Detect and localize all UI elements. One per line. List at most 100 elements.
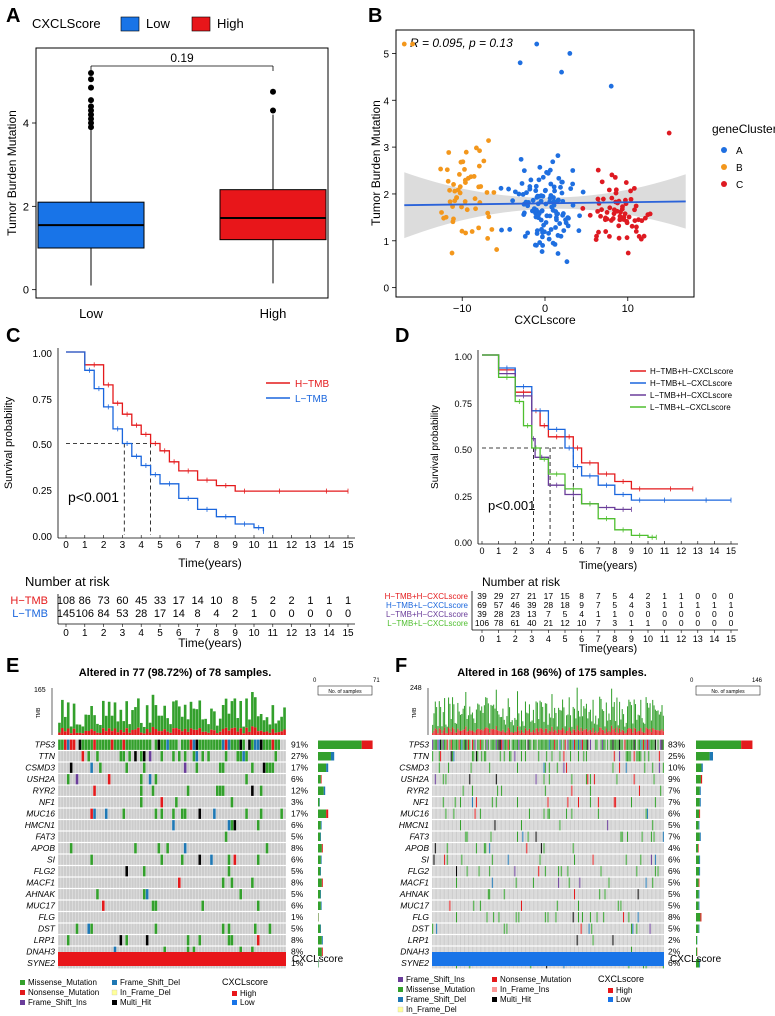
empty-cell (69, 831, 73, 842)
empty-cell (262, 843, 266, 854)
empty-cell (90, 843, 93, 854)
empty-cell (662, 820, 664, 831)
empty-cell (523, 854, 525, 865)
nsamples-max-e: 71 (373, 678, 380, 684)
empty-cell (605, 854, 607, 865)
empty-cell (154, 785, 158, 796)
empty-cell (457, 808, 459, 819)
empty-cell (440, 785, 442, 796)
empty-cell (542, 785, 544, 796)
empty-cell (72, 923, 76, 934)
empty-cell (650, 866, 652, 877)
empty-cell (248, 751, 251, 762)
empty-cell (482, 866, 484, 877)
tmb-bar-missense (653, 705, 655, 730)
empty-cell (617, 808, 619, 819)
empty-cell (546, 785, 548, 796)
point-cluster-a (519, 181, 525, 186)
empty-cell (518, 820, 520, 831)
empty-cell (592, 820, 594, 831)
mutation-cell (495, 739, 497, 750)
mutation-cell (491, 854, 493, 865)
empty-cell (259, 762, 263, 773)
mutation-cell (474, 808, 476, 819)
empty-cell (457, 797, 459, 808)
empty-cell (239, 935, 243, 946)
empty-cell (204, 751, 207, 762)
tmb-label-e: TMB (36, 707, 42, 718)
empty-cell (473, 854, 475, 865)
empty-cell (463, 866, 465, 877)
tmb-bar-other (604, 733, 606, 735)
empty-cell (471, 854, 473, 865)
empty-cell (485, 808, 487, 819)
empty-cell (583, 762, 585, 773)
empty-cell (560, 797, 562, 808)
empty-cell (169, 946, 172, 957)
empty-cell (63, 923, 67, 934)
empty-cell (444, 751, 446, 762)
y-tick-label-a: 0 (23, 285, 29, 297)
tmb-bar-missense (201, 719, 205, 732)
point-cluster-b (491, 190, 497, 195)
mutation-cell (104, 808, 108, 819)
risk-label-ltmb: L−TMB (12, 608, 48, 620)
tmb-bar-other (253, 727, 257, 735)
tmb-bar-other (621, 729, 623, 735)
empty-cell (596, 751, 598, 762)
empty-cell (58, 889, 61, 900)
mutation-cell (218, 785, 222, 796)
tmb-bar-other (248, 731, 251, 735)
empty-cell (495, 820, 497, 831)
empty-cell (593, 762, 595, 773)
empty-cell (581, 751, 583, 762)
empty-cell (634, 820, 637, 831)
empty-cell (499, 854, 501, 865)
empty-cell (503, 762, 505, 773)
empty-cell (623, 820, 625, 831)
empty-cell (262, 854, 266, 865)
empty-cell (274, 866, 278, 877)
mutation-cell (239, 739, 243, 750)
x-tick-label: 14 (709, 546, 719, 556)
empty-cell (122, 923, 126, 934)
empty-cell (623, 831, 625, 842)
empty-cell (473, 843, 475, 854)
y-tick-c: 0.00 (33, 532, 53, 543)
mutation-cell (230, 877, 234, 888)
empty-cell (636, 831, 638, 842)
empty-cell (650, 797, 652, 808)
empty-cell (84, 843, 88, 854)
empty-cell (568, 785, 570, 796)
empty-cell (445, 820, 447, 831)
empty-cell (653, 785, 655, 796)
tmb-bar-other (536, 728, 538, 735)
empty-cell (640, 774, 642, 785)
empty-cell (642, 854, 644, 865)
empty-cell (604, 774, 606, 785)
empty-cell (592, 843, 594, 854)
empty-cell (245, 946, 248, 957)
x-tick-label-b: 0 (542, 303, 548, 315)
mutation-cell (96, 739, 99, 750)
empty-cell (172, 797, 175, 808)
empty-cell (456, 751, 458, 762)
empty-cell (658, 774, 660, 785)
empty-cell (148, 843, 152, 854)
empty-cell (611, 774, 613, 785)
empty-cell (475, 774, 477, 785)
point-cluster-a (533, 183, 539, 189)
tmb-bar-other (566, 731, 568, 735)
empty-cell (271, 831, 275, 842)
empty-cell (527, 762, 529, 773)
tmb-bar-missense (609, 719, 611, 732)
empty-cell (489, 797, 491, 808)
empty-cell (612, 866, 614, 877)
empty-cell (648, 820, 650, 831)
empty-cell (612, 854, 614, 865)
risk-label-htmb: H−TMB (10, 595, 48, 607)
risk-value: 1 (729, 600, 734, 610)
empty-cell (131, 900, 134, 911)
empty-cell (554, 785, 556, 796)
empty-cell (609, 854, 611, 865)
